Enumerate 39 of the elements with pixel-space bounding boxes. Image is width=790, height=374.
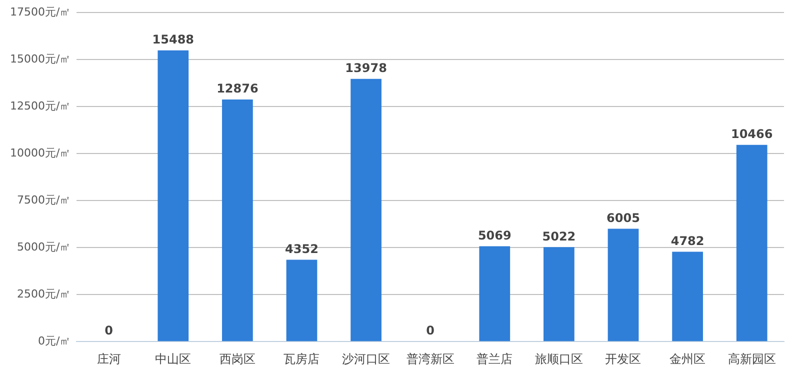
x-tick-label: 庄河 <box>96 352 121 366</box>
data-label: 12876 <box>216 82 258 96</box>
x-tick-label: 普兰店 <box>476 352 513 366</box>
data-label: 0 <box>426 324 435 338</box>
bar <box>608 228 639 342</box>
data-label: 15488 <box>152 32 194 47</box>
bar <box>672 252 703 342</box>
x-tick-label: 高新园区 <box>728 352 776 366</box>
bar <box>286 260 318 342</box>
bar <box>222 100 253 342</box>
y-tick-label: 15000元/㎡ <box>10 52 71 66</box>
x-tick-label: 旅顺口区 <box>534 352 583 366</box>
data-label: 5022 <box>542 229 576 244</box>
bar <box>544 247 574 342</box>
x-tick-label: 瓦房店 <box>284 352 320 366</box>
y-tick-label: 5000元/㎡ <box>16 240 71 254</box>
data-label: 4782 <box>670 234 704 248</box>
x-tick-label: 沙河口区 <box>342 352 390 366</box>
x-tick-label: 开发区 <box>605 352 642 366</box>
y-tick-label: 17500元/㎡ <box>10 5 71 18</box>
y-tick-label: 10000元/㎡ <box>10 146 71 160</box>
data-label: 5069 <box>478 228 512 242</box>
bar <box>479 246 510 342</box>
bar <box>158 50 189 342</box>
y-tick-label: 7500元/㎡ <box>16 193 71 206</box>
x-tick-label: 中山区 <box>155 352 192 366</box>
data-label: 6005 <box>606 210 640 225</box>
data-label: 10466 <box>730 126 773 141</box>
data-label: 13978 <box>345 60 387 75</box>
y-tick-label: 0元/㎡ <box>38 334 71 348</box>
y-tick-label: 12500元/㎡ <box>10 99 71 112</box>
bar <box>736 144 768 342</box>
x-tick-label: 西岗区 <box>219 352 256 366</box>
data-label: 0 <box>104 324 114 338</box>
y-tick-label: 2500元/㎡ <box>16 287 71 300</box>
x-tick-label: 金州区 <box>670 352 706 366</box>
x-tick-label: 普湾新区 <box>406 352 454 366</box>
bar <box>350 78 382 342</box>
data-label: 4352 <box>285 242 318 256</box>
